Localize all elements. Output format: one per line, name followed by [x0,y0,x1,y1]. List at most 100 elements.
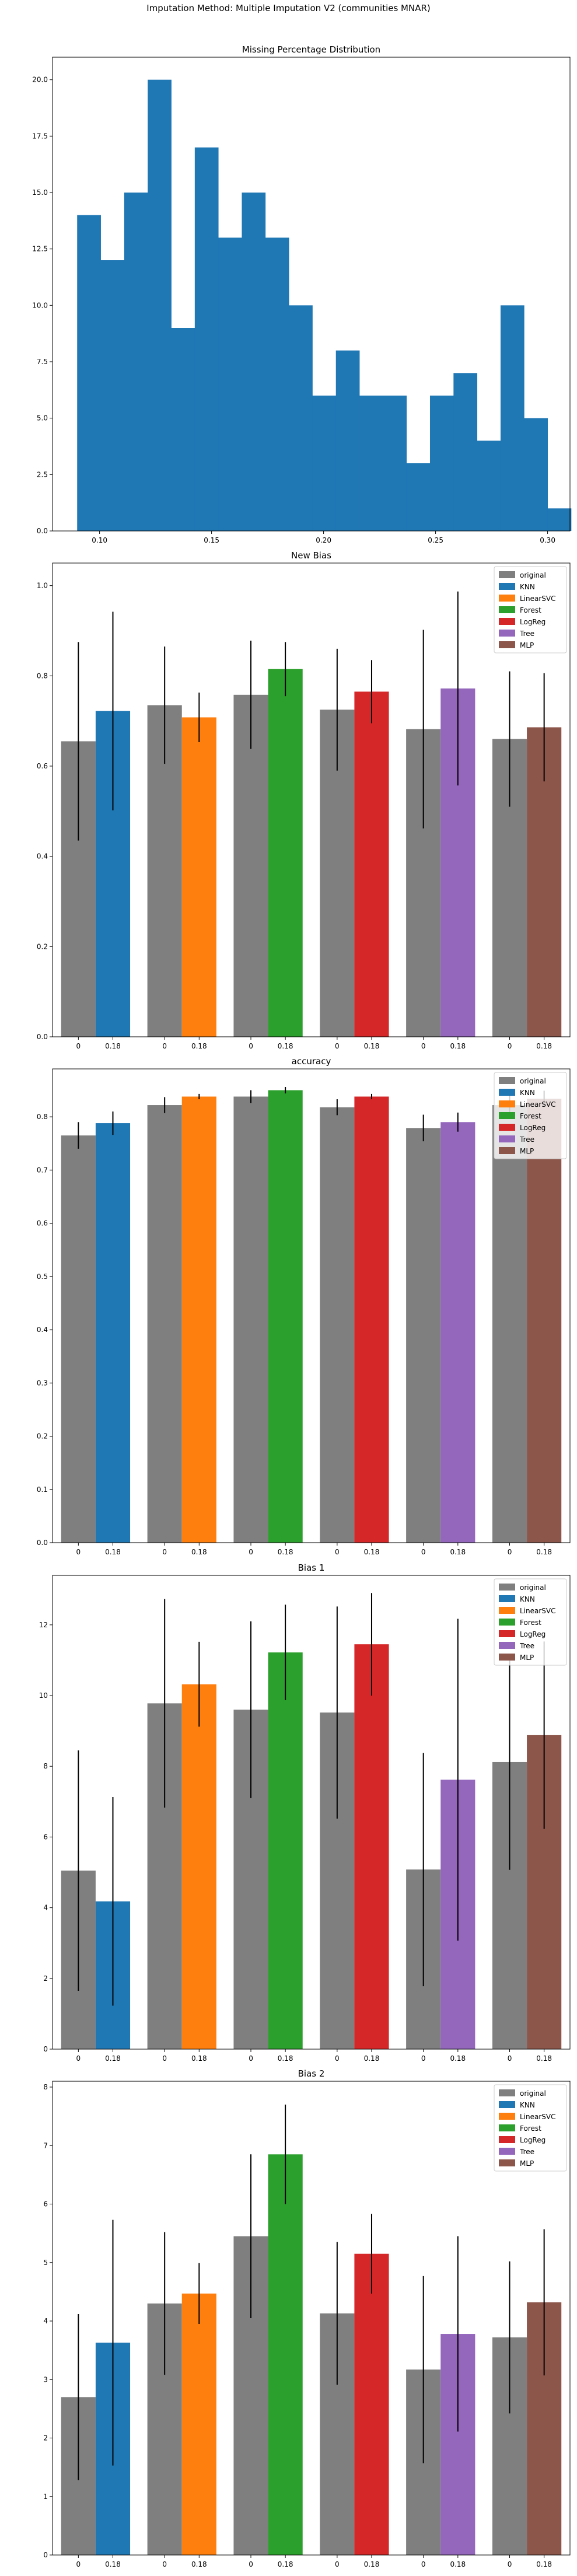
legend-swatch [499,2159,515,2166]
x-tick-label: 0 [335,2560,340,2568]
y-tick-label: 4 [43,2317,48,2325]
bar-original [233,694,268,1037]
legend-swatch [499,583,515,590]
x-tick-label: 0 [162,1042,167,1050]
legend-entry: MLP [520,641,534,649]
legend-entry: MLP [520,1654,534,1662]
legend-swatch [499,1584,515,1591]
legend-swatch [499,1077,515,1084]
x-tick-label: 0 [508,1548,512,1556]
y-tick-label: 0.5 [37,1273,48,1281]
x-tick-label: 0.18 [364,2560,380,2568]
y-tick-label: 4 [43,1904,48,1912]
y-tick-label: 12 [39,1621,48,1629]
x-tick-label: 0.18 [450,1042,466,1050]
histogram-bar [406,463,431,531]
x-tick-label: 0 [335,1548,340,1556]
x-tick-label: 0.18 [278,1548,293,1556]
legend-swatch [499,571,515,578]
histogram-bar [242,193,266,531]
y-tick-label: 0.6 [37,1219,48,1228]
x-tick-label: 0.30 [540,536,555,544]
bar-original [147,1105,182,1543]
chart-panel-4: Bias 1 0 0.18 0 0.18 0 0.18 0 0.18 0 0.18 0 0.18 0 2 4 6… [39,1563,571,2063]
x-tick-label: 0.18 [450,2054,466,2063]
x-tick-label: 0.18 [536,1042,552,1050]
histogram-bar [289,305,313,531]
x-tick-label: 0 [421,2054,426,2063]
legend-entry: MLP [520,1147,534,1155]
x-tick-label: 0 [249,1042,253,1050]
histogram-bar [124,193,148,531]
legend-swatch [499,641,515,648]
histogram-bar [453,373,478,531]
chart-title: New Bias [291,550,331,561]
figure-suptitle: Imputation Method: Multiple Imputation V… [146,3,431,13]
legend-entry: Tree [519,1642,534,1650]
y-tick-label: 5 [43,2259,48,2267]
legend-swatch [499,1607,515,1614]
bar-forest [268,669,303,1037]
legend-swatch [499,1124,515,1131]
x-tick-label: 0.18 [278,2054,293,2063]
legend-entry: Tree [519,630,534,638]
legend-entry: Forest [520,2124,541,2133]
y-tick-label: 8 [43,2083,48,2091]
y-tick-label: 0.4 [37,852,48,861]
legend-entry: Forest [520,1619,541,1627]
bar-tree [440,1122,475,1543]
chart-panel-2: New Bias 0 0.18 0 0.18 0 0.18 0 0.18 0 0.18 0 0.18 0.… [37,550,571,1050]
legend-swatch [499,2113,515,2120]
legend-entry: LinearSVC [520,1100,556,1109]
legend-swatch [499,2136,515,2143]
y-tick-label: 2 [43,2434,48,2442]
legend-entry: original [520,2089,546,2098]
legend-entry: LogReg [520,618,545,626]
y-tick-label: 0.8 [37,672,48,680]
histogram-bar [77,215,101,532]
y-tick-label: 12.5 [32,245,48,253]
legend-entry: KNN [520,1595,535,1603]
x-tick-label: 0 [421,1042,426,1050]
bar-forest [268,1090,303,1543]
x-tick-label: 0.18 [278,2560,293,2568]
legend-swatch [499,2148,515,2155]
y-tick-label: 6 [43,1833,48,1841]
y-tick-label: 7 [43,2141,48,2149]
y-tick-label: 0 [43,2551,48,2559]
x-tick-label: 0.18 [105,1548,121,1556]
axes-frame [52,57,571,532]
histogram-bar [312,396,337,531]
histogram-bar [100,260,125,531]
y-tick-label: 0.2 [37,1432,48,1441]
histogram-bar [194,147,219,531]
bar-linearsvc [181,2293,216,2555]
histogram-bar [148,79,172,531]
legend-swatch [499,1630,515,1637]
x-tick-label: 0 [76,2054,81,2063]
axes-frame [52,1575,571,2050]
legend-entry: KNN [520,1089,535,1097]
bar-original [406,1128,441,1543]
x-tick-label: 0 [421,1548,426,1556]
chart-panel-5: Bias 2 0 0.18 0 0.18 0 0.18 0 0.18 0 0.18 0 0.18 0 1 2 3… [43,2068,571,2568]
legend-swatch [499,595,515,602]
chart-title: Bias 1 [298,1563,325,1573]
histogram-bar [477,441,501,531]
x-tick-label: 0 [162,2054,167,2063]
bar-original [320,1107,355,1543]
bar-logreg [354,1644,389,2049]
y-tick-label: 15.0 [32,188,48,197]
x-tick-label: 0 [335,1042,340,1050]
legend-entry: LinearSVC [520,595,556,603]
legend-swatch [499,1642,515,1649]
histogram-bar [171,328,195,531]
x-tick-label: 0.18 [364,2054,380,2063]
legend-entry: original [520,1077,546,1085]
legend-swatch [499,1619,515,1626]
x-tick-label: 0.18 [105,2560,121,2568]
x-tick-label: 0.18 [450,2560,466,2568]
legend-swatch [499,630,515,637]
legend-entry: LinearSVC [520,1607,556,1615]
legend-swatch [499,1112,515,1119]
